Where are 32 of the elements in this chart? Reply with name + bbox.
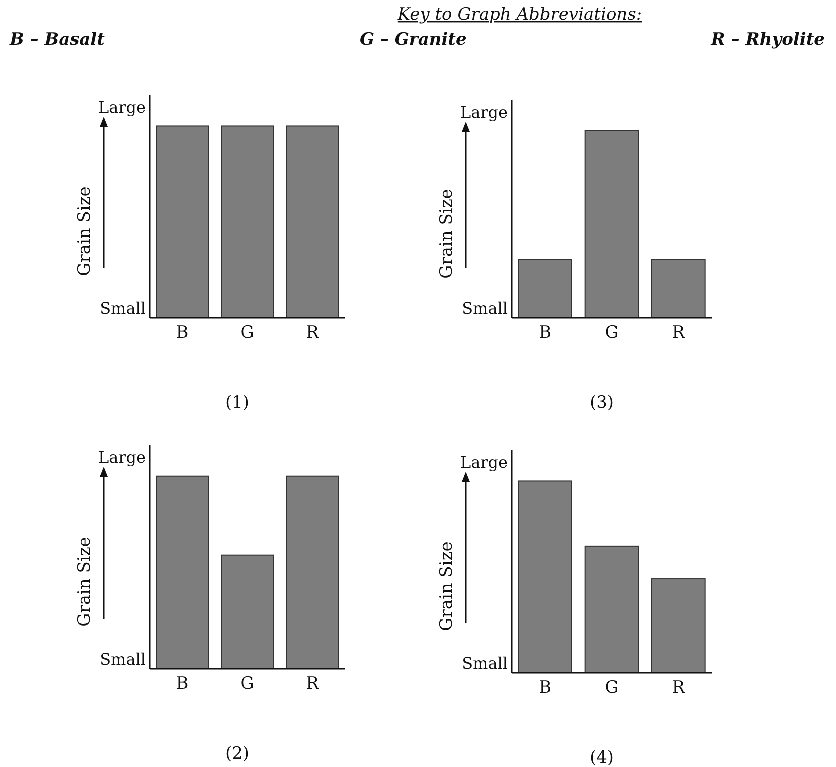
y-axis-title: Grain Size: [75, 186, 95, 276]
text: Large: [98, 98, 146, 117]
text: (2): [225, 744, 250, 764]
text: Small: [100, 299, 146, 318]
text: Small: [100, 650, 146, 669]
y-axis-title: Grain Size: [437, 189, 457, 279]
x-tick-label: G: [240, 323, 254, 344]
text: Small: [462, 299, 508, 318]
text: Large: [98, 448, 146, 467]
text: Key to Graph Abbreviations:: [396, 5, 642, 25]
text: Small: [462, 654, 508, 673]
x-tick-label: B: [539, 678, 552, 698]
text: R – Rhyolite: [710, 30, 826, 50]
x-tick-label: R: [306, 323, 320, 344]
text: Large: [460, 103, 508, 122]
y-axis-title: Grain Size: [75, 537, 95, 627]
text: (3): [590, 393, 614, 413]
x-tick-label: R: [306, 674, 320, 694]
x-tick-label: R: [672, 678, 686, 698]
x-tick-label: B: [539, 323, 552, 344]
x-tick-label: G: [240, 674, 254, 694]
text: (1): [225, 393, 250, 413]
x-tick-label: B: [176, 674, 189, 694]
text: B – Basalt: [9, 30, 106, 50]
x-tick-label: G: [605, 323, 619, 344]
x-tick-label: R: [672, 323, 686, 344]
text: Large: [460, 453, 508, 472]
text: G – Granite: [360, 30, 468, 50]
y-axis-title: Grain Size: [437, 542, 457, 632]
x-tick-label: G: [605, 678, 619, 698]
x-tick-label: B: [176, 323, 189, 344]
text: (4): [590, 748, 614, 767]
